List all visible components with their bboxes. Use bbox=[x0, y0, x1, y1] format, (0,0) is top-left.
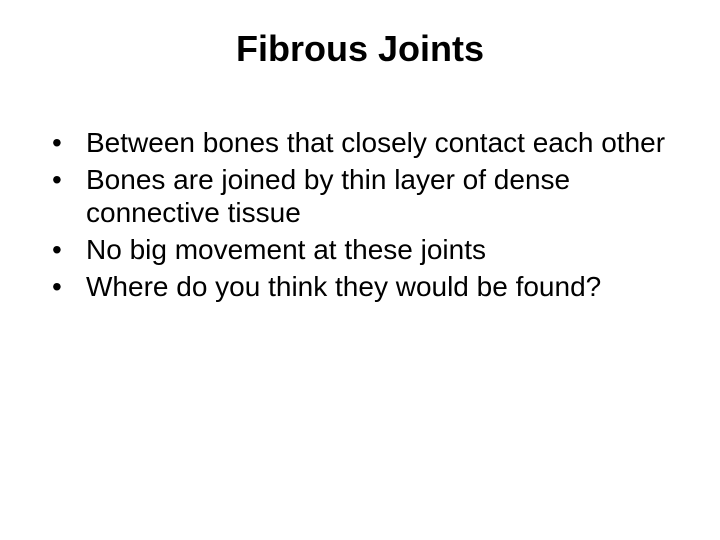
bullet-item: Bones are joined by thin layer of dense … bbox=[40, 163, 680, 229]
slide-content: Between bones that closely contact each … bbox=[40, 126, 680, 303]
slide: Fibrous Joints Between bones that closel… bbox=[0, 0, 720, 540]
bullet-item: No big movement at these joints bbox=[40, 233, 680, 266]
bullet-list: Between bones that closely contact each … bbox=[40, 126, 680, 303]
slide-title: Fibrous Joints bbox=[40, 28, 680, 70]
bullet-item: Between bones that closely contact each … bbox=[40, 126, 680, 159]
bullet-item: Where do you think they would be found? bbox=[40, 270, 680, 303]
